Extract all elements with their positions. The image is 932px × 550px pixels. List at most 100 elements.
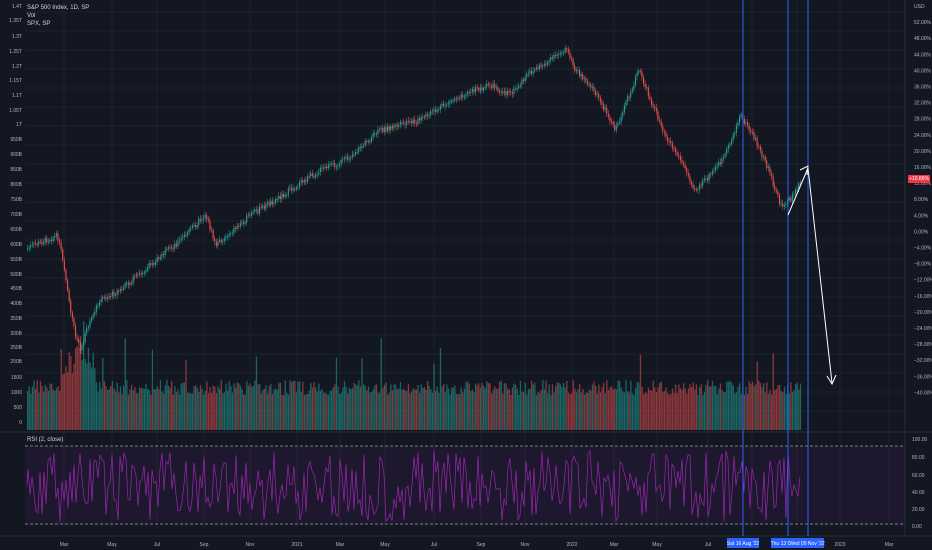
candle-body (707, 178, 709, 181)
volume-bar (355, 384, 357, 430)
volume-bar (755, 384, 757, 430)
candle-body (684, 164, 686, 169)
volume-bar (315, 387, 317, 430)
candle-body (279, 195, 281, 199)
volume-bar (110, 385, 112, 430)
volume-bar (716, 394, 718, 430)
time-axis-label: Jul (154, 542, 160, 548)
candle-body (763, 156, 765, 158)
candle-body (740, 114, 742, 117)
candle-body (446, 104, 448, 106)
candle-body (691, 181, 693, 185)
left-axis-label: 350B (10, 316, 22, 322)
volume-bar (97, 391, 99, 430)
volume-bar (243, 394, 245, 430)
candle-body (409, 121, 411, 123)
candle-body (603, 104, 605, 110)
candle-body (671, 142, 673, 148)
volume-label[interactable]: Vol (27, 13, 36, 19)
volume-bar (273, 389, 275, 430)
candle-body (52, 237, 54, 241)
candle-body (759, 146, 761, 151)
volume-bar (465, 381, 467, 430)
volume-bar (455, 394, 458, 430)
candle-body (497, 87, 499, 92)
candle-body (260, 206, 262, 208)
volume-bar (417, 384, 419, 430)
candle-body (217, 241, 219, 246)
volume-bar (681, 390, 683, 430)
volume-bar (724, 392, 726, 430)
volume-bar (683, 383, 685, 430)
volume-bar (491, 393, 493, 430)
candle-body (739, 116, 741, 123)
volume-bar (201, 389, 203, 430)
volume-bar (515, 384, 517, 430)
candle-body (750, 130, 752, 133)
symbol-title[interactable]: S&P 500 Index, 1D, SP (27, 5, 90, 11)
volume-bar (796, 382, 798, 430)
candle-body (204, 215, 206, 218)
candle-body (230, 233, 232, 235)
compare-symbol[interactable]: SPX, SP (27, 21, 51, 27)
volume-bar (403, 388, 405, 430)
candle-body (131, 282, 133, 284)
candle-body (158, 257, 160, 259)
candle-body (163, 253, 165, 255)
volume-bar (756, 361, 758, 430)
candle-body (347, 156, 349, 160)
volume-bar (238, 383, 240, 430)
candle-body (591, 86, 593, 88)
price-axis-label: 0.00% (914, 229, 929, 235)
volume-bar (260, 393, 262, 430)
volume-bar (700, 384, 702, 430)
candle-body (703, 178, 705, 181)
candle-body (41, 241, 43, 244)
candle-body (721, 158, 723, 165)
candle-body (439, 105, 441, 110)
volume-bar (111, 381, 114, 430)
candle-body (623, 105, 625, 113)
candle-body (422, 116, 424, 118)
candle-body (575, 70, 577, 72)
volume-bar (68, 352, 70, 430)
volume-bar (524, 382, 526, 430)
candle-body (641, 71, 643, 78)
volume-bar (123, 385, 125, 430)
candle-body (631, 89, 633, 92)
candle-body (563, 52, 565, 54)
volume-bar (436, 386, 438, 430)
candle-body (478, 88, 480, 91)
candle-body (382, 127, 384, 132)
rsi-axis-label: 20.00 (912, 507, 925, 513)
candle-body (566, 48, 568, 50)
candle-body (489, 84, 491, 86)
volume-bar (380, 338, 382, 430)
volume-bar (247, 385, 250, 430)
candle-body (233, 228, 235, 233)
volume-bar (601, 387, 603, 430)
volume-bar (532, 384, 534, 430)
candle-body (702, 180, 704, 186)
candle-body (153, 263, 155, 265)
volume-bar (363, 384, 365, 430)
candle-body (761, 150, 763, 157)
volume-bar (769, 389, 771, 430)
candle-body (302, 180, 304, 183)
volume-bar (129, 389, 131, 430)
candle-body (345, 156, 347, 159)
volume-bar (478, 383, 480, 430)
volume-bar (190, 393, 192, 430)
volume-bar (555, 386, 557, 430)
volume-bar (382, 387, 384, 430)
volume-bar (239, 385, 242, 430)
candle-body (199, 218, 201, 221)
candle-body (145, 270, 147, 273)
candle-body (652, 104, 654, 107)
rsi-label[interactable]: RSI (2, close) (27, 437, 64, 443)
volume-bar (527, 389, 530, 430)
volume-bar (369, 392, 371, 430)
time-axis-label: 2023 (834, 542, 845, 548)
price-axis-label: −12.00% (914, 278, 932, 284)
